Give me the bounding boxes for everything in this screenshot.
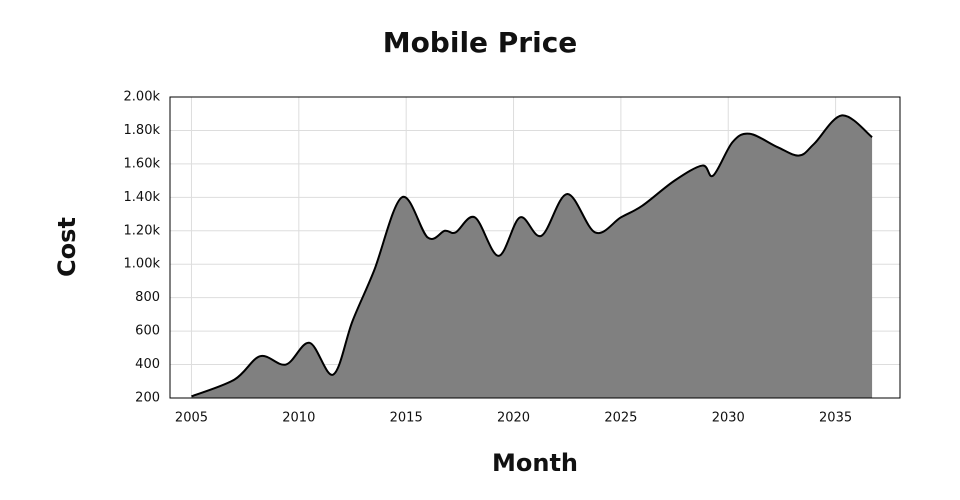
y-tick-label: 1.40k bbox=[124, 190, 161, 205]
plot-frame bbox=[169, 96, 901, 399]
y-tick-label: 1.60k bbox=[124, 156, 161, 171]
x-tick-label: 2035 bbox=[819, 411, 852, 426]
y-tick-label: 800 bbox=[135, 290, 160, 305]
x-tick-label: 2015 bbox=[390, 411, 423, 426]
x-tick-label: 2005 bbox=[175, 411, 208, 426]
x-tick-label: 2025 bbox=[604, 411, 637, 426]
y-tick-label: 400 bbox=[135, 357, 160, 372]
y-axis-title: Cost bbox=[53, 217, 81, 277]
y-tick-label: 1.20k bbox=[124, 223, 161, 238]
x-tick-label: 2030 bbox=[712, 411, 745, 426]
line bbox=[191, 114, 873, 398]
x-axis-title: Month bbox=[492, 449, 578, 477]
y-tick-label: 200 bbox=[135, 391, 160, 406]
y-tick-label: 1.80k bbox=[124, 123, 161, 138]
x-tick-label: 2020 bbox=[497, 411, 530, 426]
y-tick-label: 1.00k bbox=[124, 257, 161, 272]
y-tick-label: 600 bbox=[135, 324, 160, 339]
x-tick-label: 2010 bbox=[282, 411, 315, 426]
chart-title: Mobile Price bbox=[383, 26, 578, 59]
y-tick-label: 2.00k bbox=[124, 90, 161, 105]
area bbox=[191, 115, 873, 398]
